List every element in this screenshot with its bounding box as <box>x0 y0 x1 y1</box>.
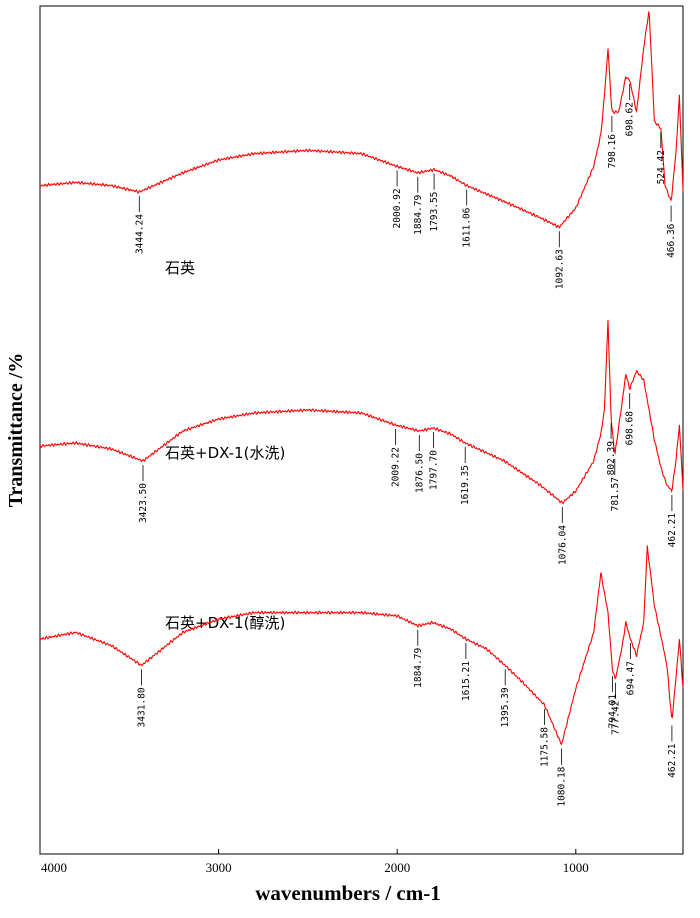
peak-label-3: 1884.79 <box>413 195 424 235</box>
peak-label-11: 3423.50 <box>138 483 149 523</box>
peak-label-21: 3431.80 <box>137 687 148 727</box>
peak-label-7: 798.16 <box>607 134 618 169</box>
x-axis-label: wavenumbers / cm-1 <box>255 881 440 905</box>
peak-label-5: 1611.06 <box>462 207 473 247</box>
peak-label-22: 1884.79 <box>413 648 424 688</box>
series-label-1: 石英 <box>165 259 195 277</box>
peak-label-2: 2000.92 <box>392 188 403 228</box>
peak-label-29: 694.47 <box>625 661 636 695</box>
spectra-curves <box>39 11 684 746</box>
x-tick-label-1: 4000 <box>41 860 67 875</box>
peak-label-18: 781.57 <box>610 477 621 511</box>
spectrum-line-1 <box>39 11 684 229</box>
peak-label-28: 777.42 <box>611 701 622 735</box>
x-tick-label-2: 3000 <box>206 860 232 875</box>
peak-label-19: 698.68 <box>625 411 636 446</box>
series-label-2: 石英+DX-1(水洗) <box>165 444 285 462</box>
peak-label-27: 794.01 <box>608 694 619 729</box>
peak-label-9: 524.42 <box>656 150 667 184</box>
peak-label-1: 3444.24 <box>134 214 145 254</box>
spectrum-line-2 <box>39 320 684 505</box>
peak-label-14: 1797.70 <box>428 450 439 490</box>
spectrum-line-3 <box>39 545 684 746</box>
x-tick-label-4: 1000 <box>563 860 589 875</box>
peak-label-4: 1793.55 <box>429 192 440 232</box>
peak-label-12: 2009.22 <box>391 447 402 487</box>
peak-label-26: 1080.18 <box>557 766 568 806</box>
peak-label-13: 1876.50 <box>414 453 425 493</box>
peak-label-20: 462.21 <box>667 513 678 548</box>
peak-label-25: 1175.58 <box>540 727 551 767</box>
peak-annotations: 3444.24 2000.92 1884.79 1793.55 1611.06 1092.… <box>134 84 678 807</box>
peak-label-10: 466.36 <box>666 223 677 258</box>
peak-label-24: 1395.39 <box>500 687 511 727</box>
peak-label-16: 1076.04 <box>557 525 568 565</box>
x-axis-ticks: 4000 3000 2000 1000 <box>39 849 589 875</box>
plot-frame <box>39 5 684 855</box>
peak-label-15: 1619.35 <box>460 465 471 505</box>
peak-label-23: 1615.21 <box>461 661 472 701</box>
peak-label-17: 802.39 <box>606 441 617 476</box>
peak-label-30: 462.21 <box>667 743 678 778</box>
peak-label-6: 1092.63 <box>554 249 565 289</box>
peak-label-8: 698.62 <box>625 102 636 136</box>
y-axis-label: Transmittance /% <box>5 353 27 508</box>
x-tick-label-3: 2000 <box>384 860 410 875</box>
